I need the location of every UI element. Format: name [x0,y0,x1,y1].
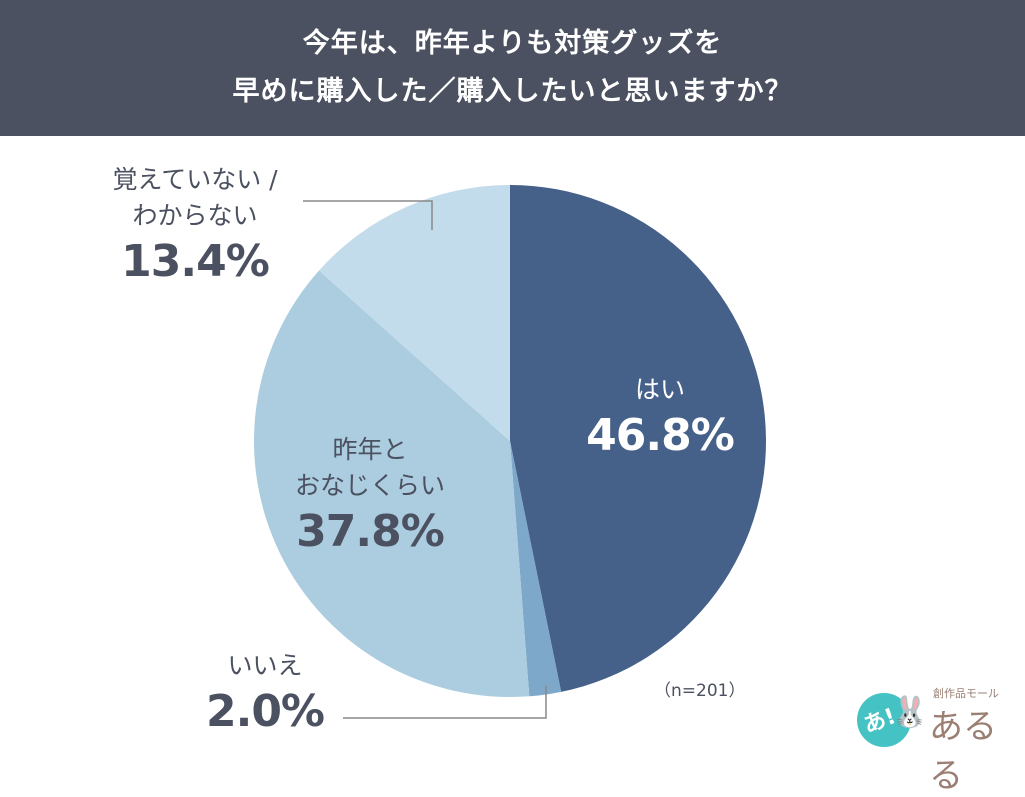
pie-chart [253,185,766,719]
logo-circle [857,693,911,747]
label-dontknow-line1: 覚えていない / [112,165,278,194]
label-no-category: いいえ [227,651,303,680]
label-dontknow-percent: 13.4% [121,236,270,287]
logo-name: あるる [929,707,997,796]
logo-subtitle: 創作品モール [933,687,999,700]
label-same-percent: 37.8% [296,506,445,557]
pie-slice-0 [510,185,766,692]
leader-line-dontknow [303,200,433,230]
pie-slice-2 [253,270,530,697]
brand-logo: あ! 🐰 創作品モール あるる [855,685,1015,796]
title-line-1: 今年は、昨年よりも対策グッズを [302,28,723,59]
chart-title-banner: 今年は、昨年よりも対策グッズを 早めに購入した／購入したいと思いますか？ [0,0,1025,136]
label-dontknow-line2: わからない [132,201,258,230]
label-yes-percent: 46.8% [586,410,735,461]
sample-size-note: （n=201） [654,681,746,701]
label-yes: はい 46.8% [560,372,760,464]
label-no: いいえ 2.0% [200,648,330,740]
pie-slice-3 [319,185,510,441]
label-dontknow: 覚えていない / わからない 13.4% [90,162,300,290]
label-same-line1: 昨年と [332,435,408,464]
rabbit-icon: 🐰 [891,695,929,730]
pie-slices [253,185,766,697]
label-same-line2: おなじくらい [294,471,445,500]
label-yes-category: はい [634,375,685,404]
label-same: 昨年と おなじくらい 37.8% [270,432,470,560]
title-line-2: 早めに購入した／購入したいと思いますか？ [232,76,793,107]
pie-slice-1 [510,441,562,697]
leader-line-no [343,686,547,719]
label-no-percent: 2.0% [205,686,325,737]
